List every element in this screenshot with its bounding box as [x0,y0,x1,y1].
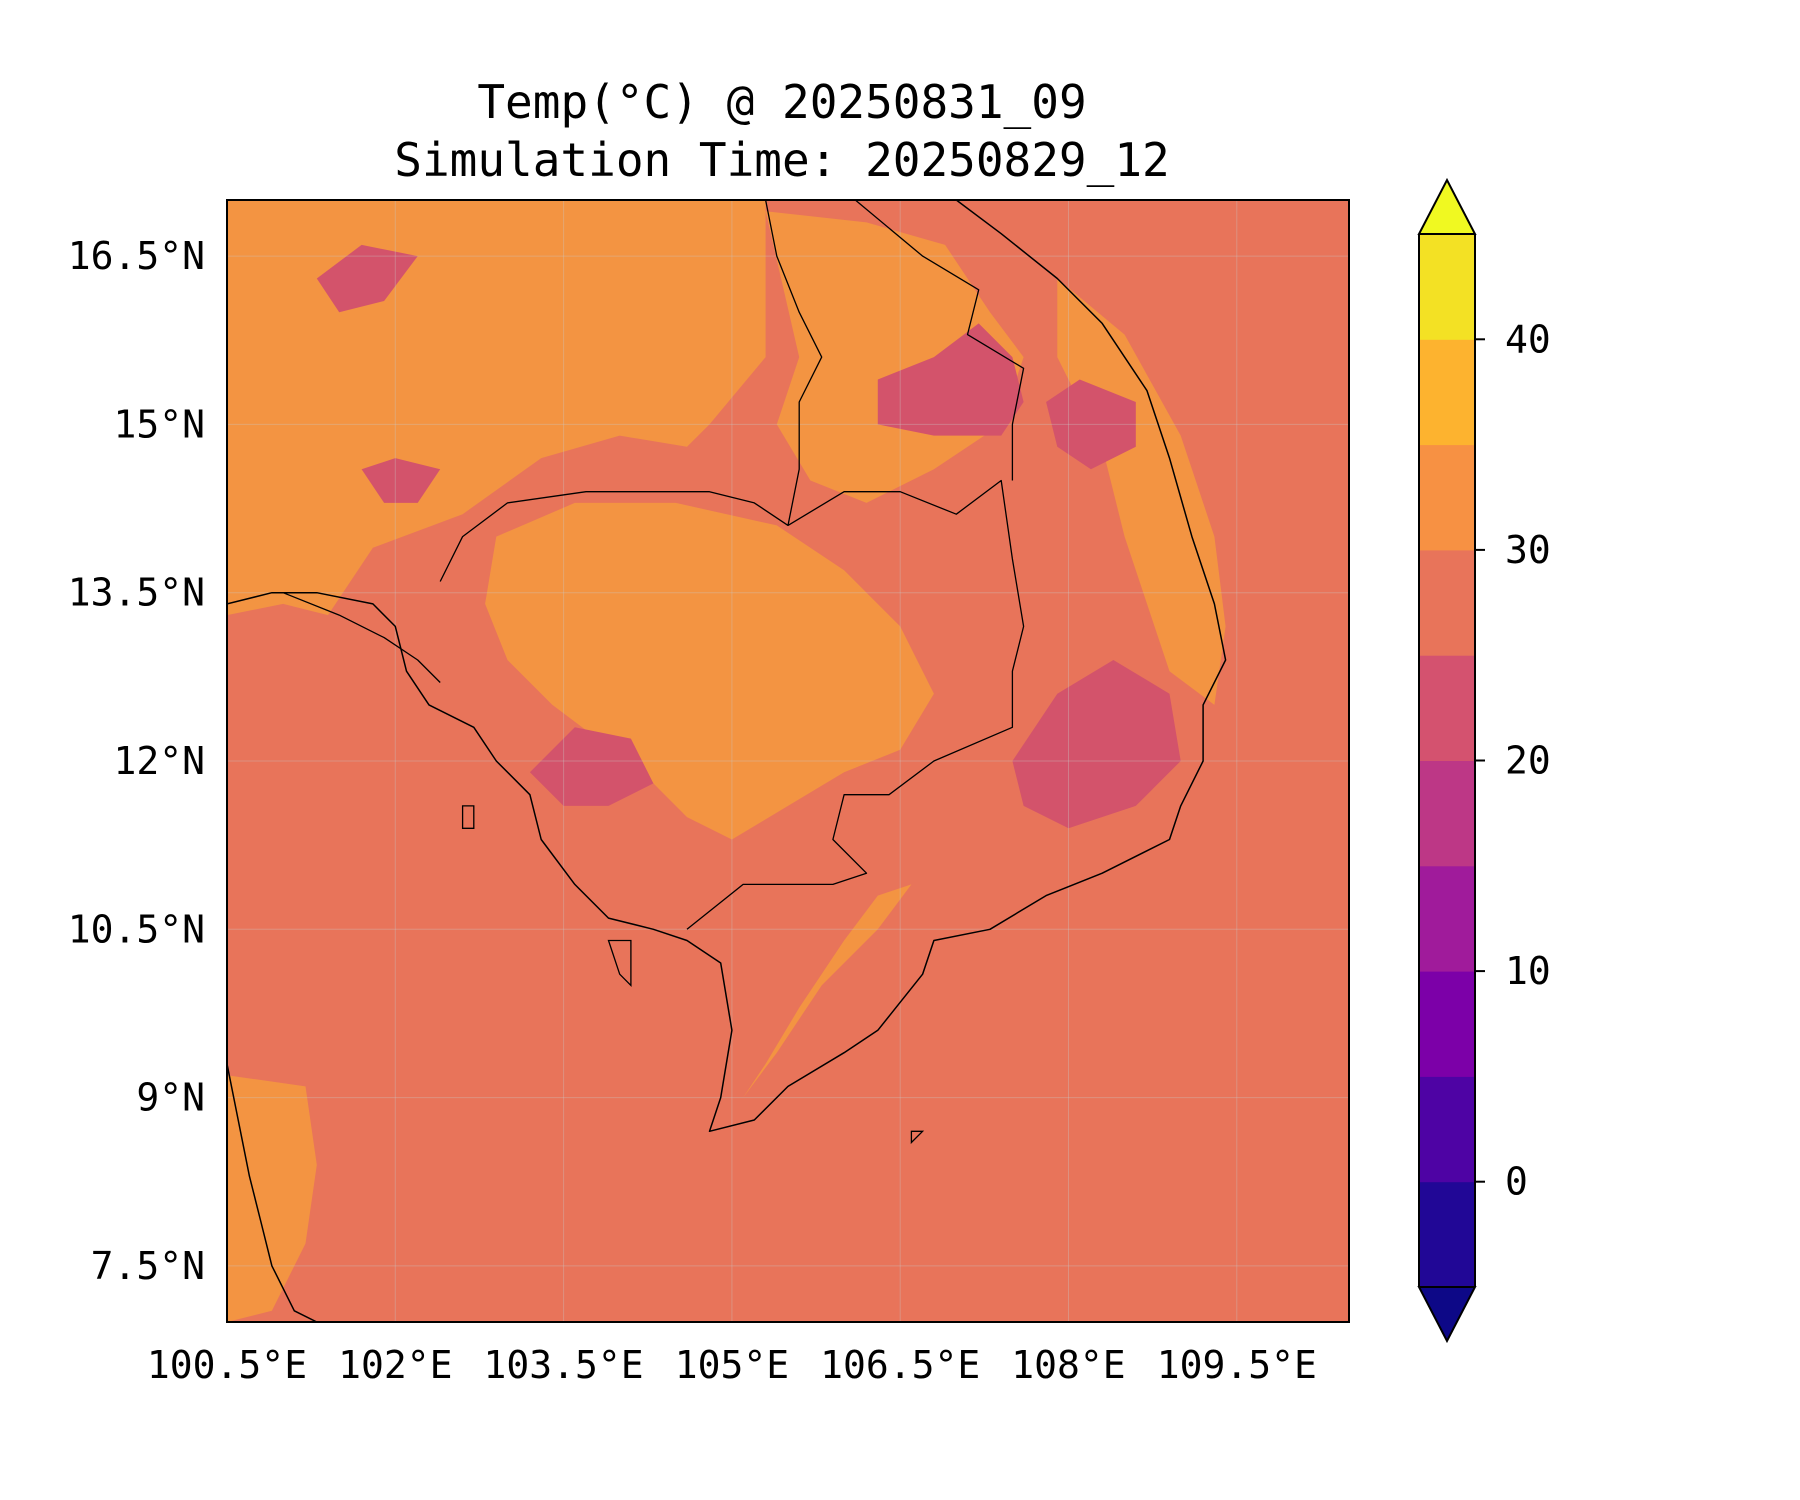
warm-region-vietnam-coast [1057,278,1226,705]
colorbar-level [1419,1076,1475,1183]
warm-region-mekong-delta [743,884,912,1098]
cool-region-cardamom [529,727,654,806]
cool-region-central-highlands [1012,660,1181,829]
country-border [282,592,441,683]
lat-tick-label: 15°N [113,402,205,446]
cool-region-thailand-north [316,244,418,313]
lon-tick-label: 100.5°E [147,1343,307,1387]
island-outline [461,805,475,829]
cool-region-thailand-central [361,458,441,503]
colorbar-level [1419,655,1475,761]
lon-tick-label: 103.5°E [484,1343,644,1387]
map-axes: 100.5°E 102°E 103.5°E 105°E 106.5°E 108°E 109.… [68,234,1317,1387]
lon-tick-label: 105°E [675,1343,789,1387]
map-frame [226,199,1350,1323]
lon-tick-label: 106.5°E [820,1343,980,1387]
map-title: Temp(°C) @ 20250831_09 [477,75,1087,129]
lon-tick-label: 108°E [1011,1343,1125,1387]
map-subtitle: Simulation Time: 20250829_12 [394,133,1170,187]
country-border [854,200,1025,481]
colorbar-level [1419,971,1475,1077]
lat-tick-label: 13.5°N [68,571,205,615]
colorbar-level [1419,865,1475,972]
colorbar-level [1419,234,1475,340]
colorbar-tick-label: 0 [1505,1160,1528,1204]
colorbar-level [1419,760,1475,867]
colorbar-level [1419,549,1475,656]
warm-region-cambodia [485,502,934,840]
coastline [227,1063,318,1322]
lat-tick-label: 10.5°N [68,907,205,951]
map-panel [226,199,1350,1323]
colorbar-tick-label: 30 [1505,528,1551,572]
island-outline [910,1130,925,1145]
coastline [227,200,1227,1133]
island-outline [607,939,632,987]
colorbar-level [1419,339,1475,446]
colorbar-tick-label: 40 [1505,317,1551,361]
country-border [439,479,1025,930]
colorbar-level [1419,1181,1475,1288]
cool-region-laos [877,323,1024,436]
lat-tick-label: 12°N [113,739,205,783]
lat-tick-label: 7.5°N [91,1244,205,1288]
colorbar-extend-min [1417,1286,1477,1344]
lon-tick-label: 109.5°E [1157,1343,1317,1387]
colorbar-extend-max [1417,177,1477,235]
lon-tick-label: 102°E [338,1343,452,1387]
warm-region-southwest-coast [227,1075,317,1322]
lat-tick-label: 16.5°N [68,234,205,278]
colorbar: 40 30 20 10 0 [1417,177,1551,1344]
colorbar-tick-label: 20 [1505,739,1551,783]
lat-tick-label: 9°N [136,1076,205,1120]
colorbar-tick-label: 10 [1505,949,1551,993]
colorbar-level [1419,444,1475,551]
country-border [764,200,823,526]
cool-region-kontum [1046,379,1136,470]
